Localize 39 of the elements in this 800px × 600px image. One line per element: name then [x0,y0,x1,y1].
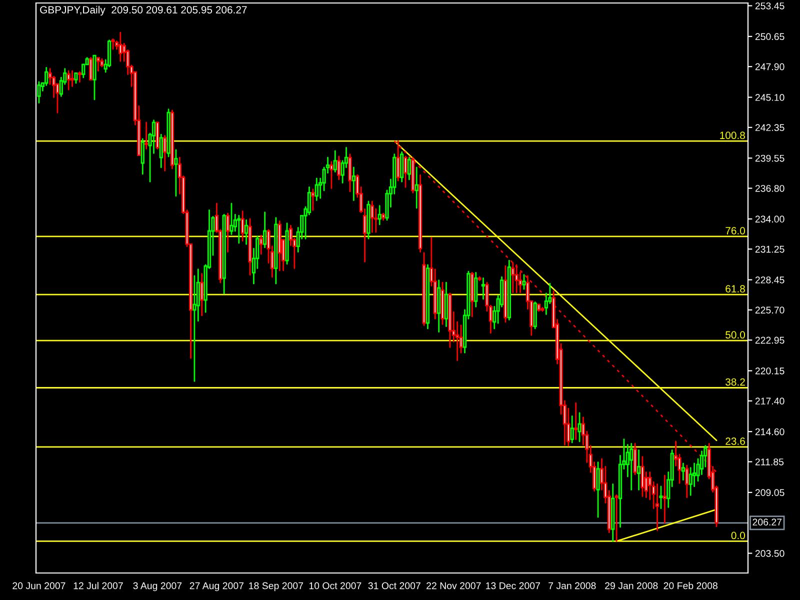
y-tick-label: 236.80 [755,184,784,192]
y-tick-label: 250.65 [755,33,784,40]
x-tick-label: 31 Oct 2007 [368,582,420,590]
y-tick-label: 247.90 [755,63,784,70]
x-tick-label: 7 Jan 2008 [548,582,596,590]
annotation: 50.0 [726,331,746,339]
y-tick-label: 225.70 [755,306,784,314]
y-tick-label: 234.00 [755,216,784,223]
x-tick-label: 20 Jun 2007 [12,582,66,590]
y-tick-label: 245.10 [755,94,784,101]
x-tick-label: 29 Jan 2008 [605,582,658,590]
y-tick-label: 220.15 [755,367,784,374]
y-tick-label: 209.05 [755,489,784,496]
annotation: 0.0 [731,532,745,540]
x-tick-label: 18 Sep 2007 [249,582,304,592]
y-tick-label: 217.40 [755,398,784,405]
x-tick-label: 27 Aug 2007 [190,582,244,592]
y-tick-label: 253.45 [755,2,784,10]
x-tick-label: 22 Nov 2007 [426,582,481,590]
x-tick-label: 12 Jul 2007 [74,582,123,590]
x-tick-label: 10 Oct 2007 [309,582,362,590]
y-tick-label: 239.55 [755,154,784,162]
ref-line-label: 206.27 [752,518,782,526]
annotation: 38.2 [726,378,745,386]
y-tick-label: 211.85 [755,458,784,466]
y-tick-label: 228.45 [755,276,784,284]
y-tick-label: 214.60 [755,428,784,436]
chart-title: GBPJPY,Daily 209.50 209.61 205.95 206.27 [40,6,247,16]
y-tick-label: 222.95 [755,336,784,344]
x-tick-label: 20 Feb 2008 [664,582,718,590]
x-tick-label: 3 Aug 2007 [133,582,182,592]
annotation: 61.8 [726,285,745,293]
annotation: 23.6 [726,438,745,445]
y-tick-label: 203.50 [755,550,784,557]
y-tick-label: 242.35 [755,124,784,132]
y-tick-label: 231.25 [755,246,784,253]
annotation: 76.0 [726,227,746,234]
x-tick-label: 13 Dec 2007 [486,582,540,590]
annotation: 100.8 [720,132,745,140]
